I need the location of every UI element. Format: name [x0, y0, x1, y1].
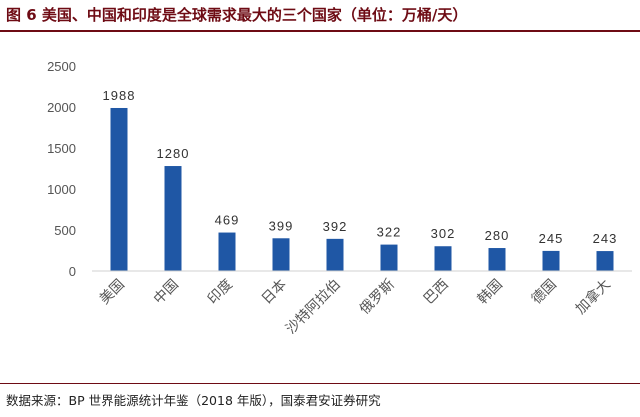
bar [488, 248, 506, 271]
x-tick-label: 巴西 [421, 277, 452, 308]
x-tick-label: 印度 [205, 277, 236, 308]
bar [380, 244, 398, 271]
data-label: 302 [431, 226, 456, 241]
data-label: 243 [593, 231, 618, 246]
data-label: 1280 [157, 146, 190, 161]
source-note: 数据来源：BP 世界能源统计年鉴（2018 年版），国泰君安证券研究 [6, 393, 381, 408]
x-tick-label: 日本 [259, 277, 290, 308]
figure-title: 图 6 美国、中国和印度是全球需求最大的三个国家（单位：万桶/天） [6, 6, 468, 24]
x-tick-label: 韩国 [475, 277, 506, 308]
y-axis-ticks: 0 500 1000 1500 2000 2500 [47, 59, 76, 279]
source-rule [0, 383, 640, 384]
y-tick-label: 0 [69, 264, 76, 279]
x-tick-label: 沙特阿拉伯 [283, 277, 344, 338]
y-tick-label: 2000 [47, 100, 76, 115]
data-label: 1988 [103, 88, 136, 103]
y-tick-label: 2500 [47, 59, 76, 74]
bar [272, 238, 290, 271]
data-label: 392 [323, 219, 348, 234]
data-label: 245 [539, 231, 564, 246]
y-tick-label: 1500 [47, 141, 76, 156]
y-tick-label: 500 [54, 223, 76, 238]
data-label: 399 [269, 218, 294, 233]
x-tick-label: 加拿大 [572, 276, 614, 318]
data-label: 469 [215, 213, 240, 228]
bars [110, 107, 614, 271]
x-tick-label: 德国 [529, 277, 560, 308]
bar [164, 166, 182, 271]
x-tick-label: 美国 [97, 277, 128, 308]
data-labels: 1988 1280 469 399 392 322 302 280 245 243 [103, 88, 618, 246]
x-tick-label: 中国 [151, 277, 182, 308]
bar [110, 107, 128, 271]
bar [434, 246, 452, 271]
data-label: 280 [485, 228, 510, 243]
bar [218, 232, 236, 271]
bar [596, 251, 614, 271]
data-label: 322 [377, 225, 402, 240]
title-rule [0, 30, 640, 32]
bar-chart: 0 500 1000 1500 2000 2500 1988 1280 469 399 392 32… [47, 59, 632, 338]
bar [326, 238, 344, 271]
bar [542, 250, 560, 271]
x-tick-label: 俄罗斯 [357, 277, 398, 318]
y-tick-label: 1000 [47, 182, 76, 197]
